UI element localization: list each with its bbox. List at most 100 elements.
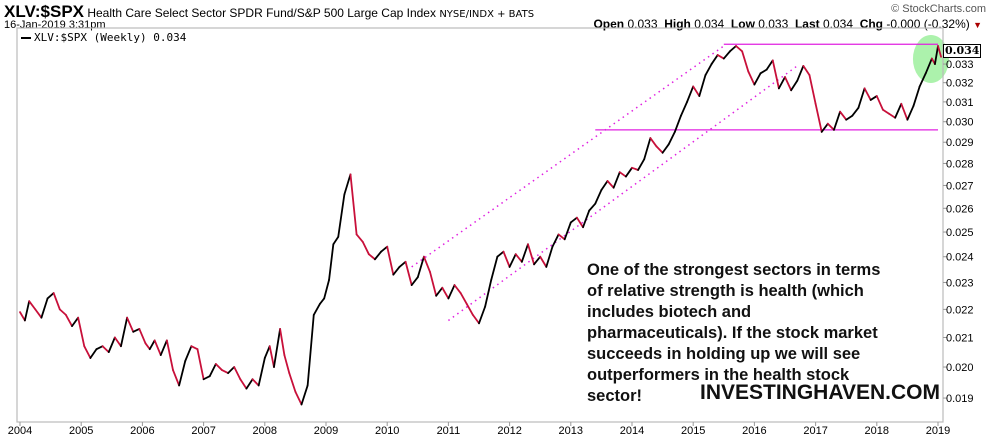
price-segment — [83, 345, 92, 359]
price-segment — [833, 110, 841, 131]
price-segment — [863, 87, 872, 101]
price-segment — [618, 171, 627, 178]
price-segment — [148, 339, 156, 351]
price-segment — [410, 276, 419, 287]
price-segment — [563, 221, 572, 241]
y-tick-label: 0.022 — [946, 304, 974, 316]
price-segment — [692, 85, 701, 97]
price-segment — [851, 106, 860, 117]
price-segment — [113, 336, 122, 348]
price-segment — [924, 57, 933, 75]
price-segment — [367, 253, 376, 261]
price-segment — [279, 328, 286, 356]
price-segment — [900, 102, 909, 121]
x-tick-label: 2014 — [620, 425, 644, 437]
price-segment — [637, 158, 646, 171]
price-segment — [300, 384, 309, 406]
y-tick-label: 0.026 — [946, 203, 974, 215]
price-segment — [165, 339, 174, 371]
price-segment — [716, 54, 725, 60]
price-segment — [735, 45, 744, 53]
price-segment — [202, 375, 211, 381]
price-segment — [661, 143, 670, 154]
price-segment — [502, 250, 511, 268]
price-segment — [28, 300, 37, 311]
price-segment — [251, 378, 260, 387]
price-segment — [753, 72, 762, 86]
price-segment — [441, 286, 450, 300]
price-segment — [490, 255, 499, 281]
price-segment — [221, 369, 229, 375]
exchange: NYSE/INDX + BATS — [439, 9, 535, 20]
price-segment — [89, 348, 98, 359]
price-segment — [233, 366, 242, 381]
price-segment — [747, 70, 756, 86]
y-tick-label: 0.024 — [946, 252, 974, 264]
price-segment — [349, 173, 358, 236]
price-segment — [214, 363, 223, 371]
symbol-name: Health Care Select Sector SPDR Fund/S&P … — [87, 6, 436, 20]
x-tick-label: 2004 — [8, 425, 32, 437]
y-tick-label: 0.030 — [946, 117, 974, 129]
x-tick-label: 2016 — [742, 425, 766, 437]
price-segment — [934, 45, 939, 65]
x-tick-label: 2018 — [865, 425, 889, 437]
price-segment — [196, 348, 205, 381]
price-segment — [704, 63, 713, 77]
price-segment — [46, 292, 55, 300]
x-tick-label: 2008 — [253, 425, 277, 437]
price-segment — [245, 378, 254, 390]
price-segment — [337, 193, 346, 238]
price-segment — [132, 328, 141, 333]
price-segment — [796, 64, 805, 82]
x-tick-label: 2009 — [314, 425, 338, 437]
price-segment — [273, 328, 282, 368]
price-segment — [539, 255, 548, 268]
price-segment — [107, 336, 116, 353]
price-segment — [208, 363, 217, 378]
price-segment — [227, 366, 236, 375]
price-segment — [839, 110, 848, 121]
price-segment — [306, 313, 315, 387]
price-segment — [19, 311, 26, 322]
price-segment — [153, 339, 162, 356]
price-segment — [95, 345, 104, 351]
x-tick-label: 2010 — [375, 425, 399, 437]
price-segment — [496, 250, 505, 258]
price-segment — [101, 345, 110, 353]
price-segment — [294, 390, 303, 406]
price-segment — [527, 243, 535, 266]
price-segment — [875, 95, 884, 111]
price-segment — [465, 302, 474, 316]
price-segment — [808, 74, 817, 105]
price-segment — [582, 209, 591, 229]
price-segment — [784, 76, 793, 92]
price-segment — [268, 345, 275, 368]
price-segment — [355, 233, 364, 243]
price-segment — [777, 76, 786, 90]
price-segment — [802, 64, 811, 77]
x-tick-label: 2005 — [69, 425, 93, 437]
price-segment — [288, 372, 297, 393]
price-segment — [404, 260, 413, 287]
price-segment — [894, 102, 903, 119]
price-segment — [643, 137, 652, 161]
price-segment — [257, 357, 266, 387]
price-segment — [343, 173, 352, 196]
x-tick-label: 2007 — [191, 425, 215, 437]
price-segment — [361, 240, 370, 256]
x-tick-label: 2015 — [681, 425, 705, 437]
price-segment — [471, 313, 480, 325]
price-segment — [686, 85, 695, 103]
stockcharts-credit: © StockCharts.com — [891, 3, 986, 15]
x-tick-label: 2013 — [559, 425, 583, 437]
y-tick-label: 0.029 — [946, 137, 974, 149]
price-segment — [576, 216, 584, 229]
price-segment — [906, 104, 915, 121]
price-segment — [159, 339, 168, 356]
price-segment — [484, 278, 493, 308]
price-segment — [698, 74, 707, 97]
price-segment — [332, 235, 340, 246]
price-segment — [312, 302, 321, 316]
